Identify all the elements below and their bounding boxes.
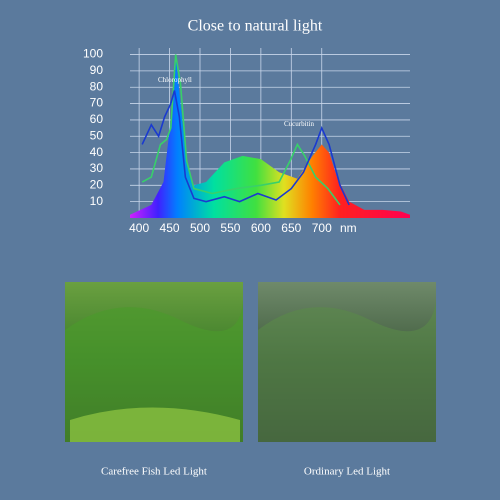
photo-ground [70,407,240,442]
annotation: Chlorophyll [158,76,192,84]
photo-plants [258,300,436,442]
caption: Ordinary Led Light [304,466,390,478]
chart-title: Close to natural light [188,18,323,35]
x-tick-label: 450 [160,221,180,235]
y-tick-label: 40 [90,145,104,159]
spectrum-area [130,54,410,219]
y-tick-label: 50 [90,128,104,142]
x-tick-label: 650 [281,221,301,235]
y-tick-label: 30 [90,161,104,175]
y-tick-label: 90 [90,63,104,77]
y-tick-label: 20 [90,177,104,191]
y-tick-label: 100 [83,47,103,61]
y-tick-label: 70 [90,96,104,110]
annotation: Cucurbitin [284,120,314,128]
x-tick-label: 700 [312,221,332,235]
y-tick-label: 10 [90,194,104,208]
spectrum-line [141,54,341,206]
spectrum-line [141,90,350,206]
caption: Carefree Fish Led Light [101,466,207,478]
x-tick-label: 550 [220,221,240,235]
x-tick-label: 500 [190,221,210,235]
x-tick-label: 600 [251,221,271,235]
photo-plants [65,300,243,442]
y-tick-label: 80 [90,79,104,93]
plot-area: 10 20 30 40 50 60 70 80 90 100 400 450 500 550 600 650 7… [83,47,410,235]
x-axis-label: nm [340,221,357,235]
y-tick-label: 60 [90,112,104,126]
x-tick-label: 400 [129,221,149,235]
